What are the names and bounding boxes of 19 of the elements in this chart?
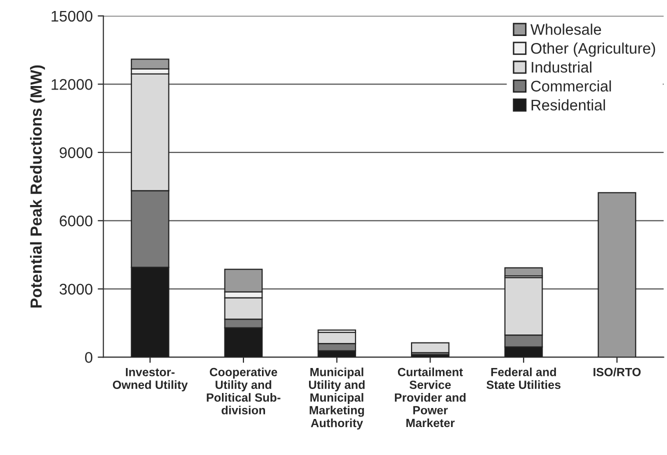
x-tick-label: Federal and State Utilities bbox=[486, 368, 561, 389]
y-axis-title: Potential Peak Reductions (MW) bbox=[30, 65, 45, 308]
legend-label: Residential bbox=[532, 99, 605, 110]
x-tick-label: Municipal Utility and Municipal Marketing Authority bbox=[309, 368, 365, 430]
legend-label: Wholesale bbox=[530, 24, 602, 35]
x-tick-label: ISO/RTO bbox=[594, 368, 641, 376]
x-tick-label: Investor- Owned Utility bbox=[112, 368, 188, 392]
x-tick-label: Cooperative Utility and Political Sub- division bbox=[206, 368, 280, 414]
legend-label: Industrial bbox=[532, 61, 592, 73]
y-tick-label: 0 bbox=[85, 352, 92, 363]
bar bbox=[410, 342, 450, 354]
y-tick-label: 15000 bbox=[52, 10, 92, 22]
y-tick-label: 12000 bbox=[52, 79, 92, 90]
y-tick-label: 6000 bbox=[60, 216, 92, 226]
x-tick-label: Curtailment Service Provider and Power Marketer bbox=[394, 368, 466, 428]
y-tick-label: 3000 bbox=[60, 284, 92, 295]
legend-label: Commercial bbox=[531, 80, 611, 92]
legend-label: Other (Agriculture) bbox=[531, 42, 656, 57]
y-tick-label: 9000 bbox=[60, 147, 92, 158]
